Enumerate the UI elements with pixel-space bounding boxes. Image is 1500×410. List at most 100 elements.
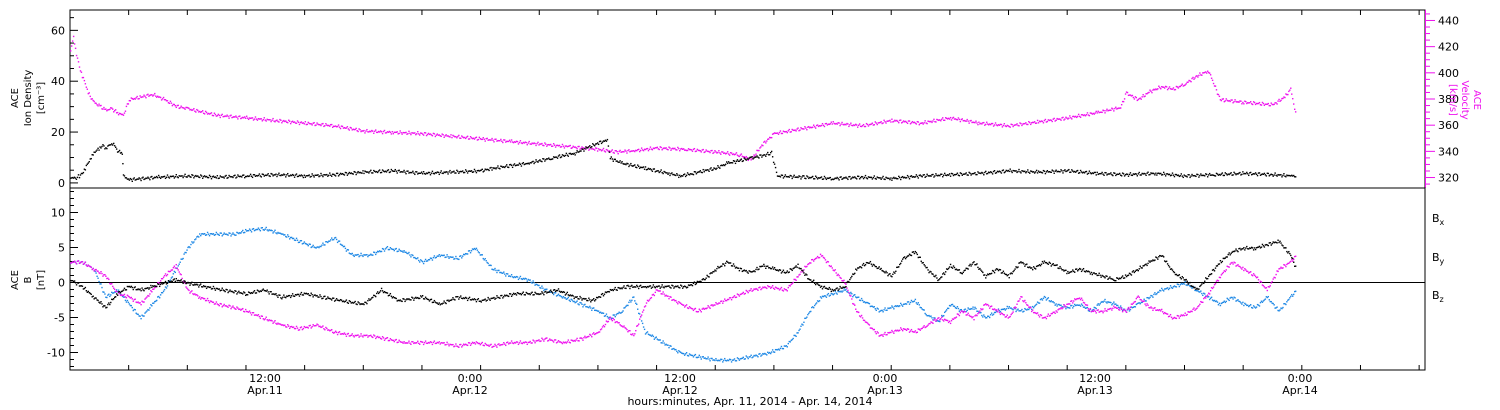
density-point bbox=[461, 170, 463, 173]
bz-point bbox=[1093, 309, 1095, 311]
density-point bbox=[117, 150, 120, 153]
by-point bbox=[754, 355, 756, 357]
bz-point bbox=[937, 317, 939, 320]
density-point bbox=[550, 158, 552, 161]
bz-point bbox=[1049, 314, 1051, 317]
by-point bbox=[172, 273, 175, 275]
velocity-point bbox=[800, 127, 802, 129]
by-point bbox=[313, 246, 315, 248]
velocity-point bbox=[275, 119, 277, 122]
velocity-point bbox=[526, 143, 528, 146]
density-point bbox=[1209, 174, 1212, 176]
bz-point bbox=[639, 315, 642, 318]
density-point bbox=[1168, 173, 1171, 176]
by-point bbox=[804, 317, 806, 320]
velocity-point bbox=[431, 135, 434, 137]
bz-point bbox=[446, 341, 448, 344]
velocity-point bbox=[725, 152, 728, 155]
bz-point bbox=[556, 341, 559, 343]
by-point bbox=[617, 312, 619, 315]
by-point bbox=[734, 360, 737, 362]
by-point bbox=[627, 304, 629, 307]
bz-point bbox=[379, 337, 382, 340]
density-point bbox=[416, 171, 418, 173]
velocity-point bbox=[807, 126, 809, 128]
bz-point bbox=[376, 335, 379, 338]
by-point bbox=[773, 351, 776, 353]
density-point bbox=[722, 164, 724, 167]
density-point bbox=[1287, 174, 1289, 177]
velocity-point bbox=[238, 115, 240, 118]
by-point bbox=[293, 239, 296, 241]
velocity-point bbox=[256, 119, 259, 121]
bz-point bbox=[200, 298, 202, 300]
velocity-point bbox=[1201, 74, 1203, 76]
bz-point bbox=[187, 288, 189, 291]
velocity-point bbox=[829, 123, 832, 125]
velocity-point bbox=[197, 109, 199, 112]
velocity-point bbox=[1069, 115, 1071, 117]
density-point bbox=[433, 173, 436, 175]
density-point bbox=[125, 177, 128, 179]
bz-point bbox=[674, 299, 676, 302]
density-point bbox=[805, 177, 807, 180]
bz-point bbox=[315, 324, 317, 327]
by-point bbox=[540, 287, 542, 289]
by-point bbox=[119, 293, 122, 296]
velocity-point bbox=[368, 131, 370, 133]
velocity-point bbox=[828, 123, 831, 126]
velocity-point bbox=[797, 127, 799, 129]
density-point bbox=[929, 174, 931, 177]
density-point bbox=[1091, 172, 1094, 174]
bz-point bbox=[1122, 309, 1125, 311]
bz-point bbox=[255, 314, 258, 316]
velocity-point bbox=[1149, 89, 1151, 91]
velocity-point bbox=[187, 107, 189, 109]
by-point bbox=[671, 348, 673, 350]
by-point bbox=[992, 313, 995, 315]
bz-point bbox=[196, 294, 198, 296]
bz-point bbox=[168, 270, 171, 273]
velocity-point bbox=[158, 96, 161, 98]
bz-point bbox=[1094, 310, 1096, 313]
bz-point bbox=[777, 287, 780, 290]
by-point bbox=[200, 234, 202, 237]
velocity-point bbox=[504, 139, 506, 141]
by-point bbox=[897, 305, 899, 307]
by-point bbox=[1194, 289, 1196, 292]
bz-point bbox=[345, 335, 348, 337]
density-point bbox=[656, 170, 658, 172]
bz-point bbox=[810, 262, 812, 264]
velocity-point bbox=[550, 143, 552, 146]
velocity-point bbox=[592, 148, 594, 150]
by-point bbox=[430, 257, 433, 260]
by-point bbox=[868, 302, 871, 305]
density-point bbox=[446, 171, 448, 173]
by-point bbox=[881, 309, 883, 312]
velocity-point bbox=[693, 147, 696, 150]
bz-point bbox=[334, 330, 337, 332]
density-point bbox=[927, 174, 929, 177]
by-point bbox=[1137, 302, 1139, 304]
velocity-point bbox=[999, 123, 1002, 126]
bz-point bbox=[964, 311, 966, 313]
by-point bbox=[473, 247, 476, 250]
by-point bbox=[202, 233, 205, 235]
velocity-point bbox=[747, 159, 749, 162]
velocity-point bbox=[1017, 124, 1019, 127]
velocity-point bbox=[552, 143, 555, 145]
bz-point bbox=[1109, 308, 1111, 310]
velocity-point bbox=[651, 149, 654, 151]
density-point bbox=[1185, 175, 1187, 177]
bz-point bbox=[253, 314, 256, 316]
by-point bbox=[233, 233, 235, 236]
by-point bbox=[541, 285, 543, 287]
by-point bbox=[807, 313, 809, 316]
by-point bbox=[668, 346, 670, 349]
by-point bbox=[853, 294, 855, 297]
density-point bbox=[1123, 175, 1126, 177]
velocity-point bbox=[1044, 118, 1047, 121]
density-point bbox=[295, 173, 298, 175]
by-point bbox=[1103, 300, 1105, 302]
bz-point bbox=[570, 339, 572, 341]
